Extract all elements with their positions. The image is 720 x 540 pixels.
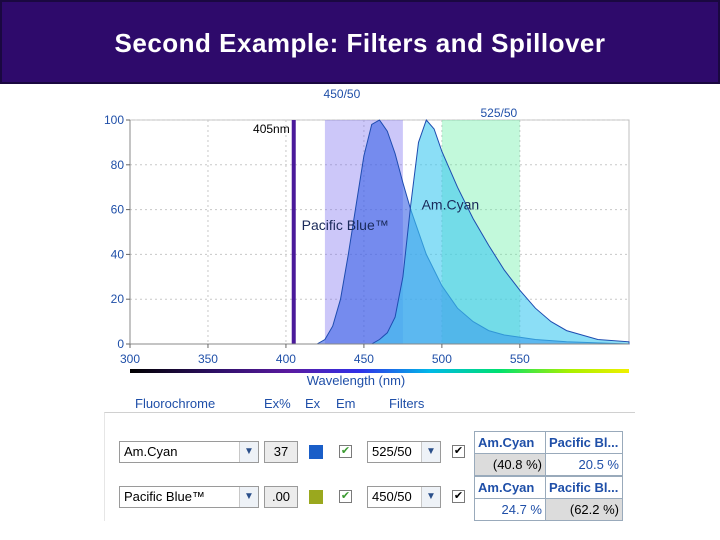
x-tick-label: 300 <box>120 352 140 366</box>
header-fluorochrome: Fluorochrome <box>135 396 216 411</box>
ex-color-swatch-1[interactable] <box>309 445 323 459</box>
header-ex-percent: Ex% <box>264 396 291 411</box>
chevron-down-icon[interactable]: ▼ <box>421 442 440 462</box>
filter-value-2: 450/50 <box>372 489 412 504</box>
fluorochrome-panel <box>104 412 635 521</box>
spill-header-1: Am.Cyan <box>474 431 546 454</box>
chevron-down-icon[interactable]: ▼ <box>421 487 440 507</box>
y-tick-label: 40 <box>111 247 125 261</box>
x-tick-label: 450 <box>354 352 374 366</box>
y-tick-label: 60 <box>111 203 125 217</box>
filter-label: 450/50 <box>324 87 361 101</box>
filter-select-1[interactable]: 525/50 ▼ <box>367 441 441 463</box>
x-tick-label: 550 <box>510 352 530 366</box>
emission-curve-1 <box>369 119 630 345</box>
chart-labels: Am.Cyan Pacific Blue™ <box>302 197 480 233</box>
ex-percent-input-1[interactable]: 37 <box>264 441 298 463</box>
axes: 0 20 40 60 80 100 300 350 400 450 500 550 <box>104 113 629 366</box>
header-ex: Ex <box>305 396 321 411</box>
spill-value: 24.7 % <box>474 498 546 521</box>
chevron-down-icon[interactable]: ▼ <box>239 442 258 462</box>
title-bar: Second Example: Filters and Spillover <box>0 0 720 84</box>
fluorochrome-value-2: Pacific Blue™ <box>124 489 205 504</box>
filter-select-2[interactable]: 450/50 ▼ <box>367 486 441 508</box>
spill-header-2: Pacific Bl... <box>545 431 623 454</box>
spill-value: 20.5 % <box>545 453 623 476</box>
spill-value: (40.8 %) <box>474 453 546 476</box>
y-tick-label: 20 <box>111 292 125 306</box>
y-tick-label: 0 <box>117 337 124 351</box>
spill-header-2: Pacific Bl... <box>545 476 623 499</box>
spillover-table-1: Am.Cyan Pacific Bl... (40.8 %) 20.5 % <box>474 431 623 476</box>
fluorochrome-value-1: Am.Cyan <box>124 444 178 459</box>
ex-percent-input-2[interactable]: .00 <box>264 486 298 508</box>
laser-line: 405nm <box>253 120 296 344</box>
fluorochrome-select-2[interactable]: Pacific Blue™ ▼ <box>119 486 259 508</box>
filter-label: 525/50 <box>481 106 518 120</box>
header-filters: Filters <box>389 396 425 411</box>
x-tick-label: 500 <box>432 352 452 366</box>
x-axis-label: Wavelength (nm) <box>307 373 406 388</box>
spill-header-1: Am.Cyan <box>474 476 546 499</box>
annotation-am-cyan: Am.Cyan <box>422 197 480 213</box>
fluorochrome-select-1[interactable]: Am.Cyan ▼ <box>119 441 259 463</box>
ex-color-swatch-2[interactable] <box>309 490 323 504</box>
x-tick-label: 350 <box>198 352 218 366</box>
filter-checkbox-1[interactable]: ✔ <box>452 445 465 458</box>
slide-title: Second Example: Filters and Spillover <box>114 28 606 58</box>
em-checkbox-2[interactable]: ✔ <box>339 490 352 503</box>
spillover-table-2: Am.Cyan Pacific Bl... 24.7 % (62.2 %) <box>474 476 623 521</box>
spill-value: (62.2 %) <box>545 498 623 521</box>
spectrum-bar <box>130 369 629 373</box>
y-tick-label: 100 <box>104 113 124 127</box>
spectrum-chart: 450/50 525/50 405nm 0 20 40 60 80 100 300 350 400… <box>104 87 630 388</box>
em-checkbox-1[interactable]: ✔ <box>339 445 352 458</box>
annotation-pacific-blue: Pacific Blue™ <box>302 217 389 233</box>
filter-value-1: 525/50 <box>372 444 412 459</box>
y-tick-label: 80 <box>111 158 125 172</box>
header-em: Em <box>336 396 356 411</box>
chevron-down-icon[interactable]: ▼ <box>239 487 258 507</box>
filter-checkbox-2[interactable]: ✔ <box>452 490 465 503</box>
emission-curves <box>315 119 630 345</box>
x-tick-label: 400 <box>276 352 296 366</box>
laser-label: 405nm <box>253 122 290 136</box>
